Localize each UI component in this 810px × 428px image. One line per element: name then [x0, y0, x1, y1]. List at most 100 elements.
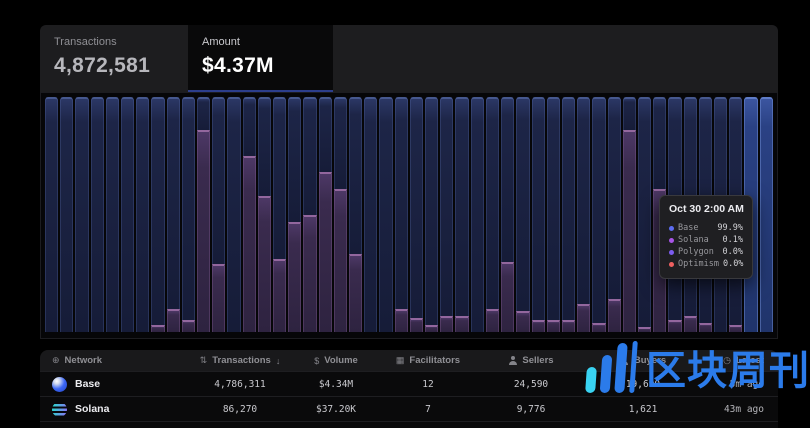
chart-bar[interactable]: [105, 97, 120, 332]
chart-bar[interactable]: [75, 97, 89, 332]
bar-solana-segment: [394, 308, 408, 332]
chart-bar[interactable]: [592, 97, 606, 332]
bar-base-segment: [151, 97, 165, 325]
bar-solana-segment: [501, 261, 515, 332]
chart-bar[interactable]: [531, 97, 545, 332]
chart-bar[interactable]: [333, 97, 348, 332]
chart-bars: [45, 97, 773, 332]
bar-solana-segment: [212, 263, 226, 332]
chart-bar[interactable]: [379, 97, 393, 332]
chart-bar[interactable]: [273, 97, 287, 332]
chart-bar[interactable]: [166, 97, 180, 332]
tooltip-series-name: Base: [678, 223, 699, 233]
bar-base-segment: [409, 97, 424, 318]
bar-solana-segment: [546, 320, 560, 332]
bar-solana-segment: [577, 303, 591, 332]
bar-base-segment: [592, 97, 606, 323]
chart-tooltip: Oct 30 2:00 AM Base 99.9% Solana 0.1% Polygo…: [659, 195, 753, 279]
chart-bar[interactable]: [90, 97, 104, 332]
chart-bar[interactable]: [546, 97, 560, 332]
chart-bar[interactable]: [759, 97, 773, 332]
chart-bar[interactable]: [151, 97, 165, 332]
tooltip-series-name: Optimism: [678, 259, 719, 269]
bar-solana-segment: [288, 221, 302, 332]
chart-bar[interactable]: [637, 97, 652, 332]
column-header-sellers[interactable]: Sellers: [476, 355, 586, 366]
transactions-value: 4,872,581: [54, 54, 151, 77]
chart-bar[interactable]: [470, 97, 484, 332]
bar-base-segment: [425, 97, 439, 325]
column-header-latest[interactable]: ◷ Latest: [700, 355, 778, 366]
bar-base-segment: [212, 97, 226, 264]
bar-base-segment: [379, 97, 393, 332]
tooltip-series-name: Solana: [678, 235, 709, 245]
chart-bar[interactable]: [257, 97, 272, 332]
bar-base-segment: [531, 97, 545, 321]
bar-base-segment: [90, 97, 104, 332]
transactions-value: 4,786,311: [214, 378, 266, 390]
chart-bar[interactable]: [516, 97, 530, 332]
chart-bar[interactable]: [288, 97, 302, 332]
column-header-transactions[interactable]: ⇅ Transactions ↓: [188, 355, 292, 366]
solana-dot-icon: [669, 237, 674, 243]
column-header-buyers[interactable]: Buyers: [586, 355, 700, 366]
bar-base-segment: [318, 97, 332, 173]
buyers-value: 19,690: [625, 378, 661, 390]
column-header-facilitators[interactable]: ▦ Facilitators: [380, 355, 476, 366]
transactions-label: Transactions: [54, 36, 117, 48]
chart-bar[interactable]: [455, 97, 469, 332]
chart-bar[interactable]: [45, 97, 59, 332]
bar-base-segment: [197, 97, 211, 130]
chart-bar[interactable]: [577, 97, 591, 332]
chart-bar[interactable]: [349, 97, 363, 332]
chart-bar[interactable]: [303, 97, 317, 332]
chart-bar[interactable]: [394, 97, 408, 332]
chart-bar[interactable]: [181, 97, 196, 332]
chart-bar[interactable]: [561, 97, 576, 332]
chart-bar[interactable]: [622, 97, 636, 332]
column-header-volume[interactable]: $ Volume: [292, 355, 380, 366]
bar-solana-segment: [622, 129, 636, 332]
chart-bar[interactable]: [227, 97, 241, 332]
column-header-label: Facilitators: [409, 355, 461, 366]
table-header-row: ⊕ Network ⇅ Transactions ↓ $ Volume ▦ Facilitato…: [40, 350, 778, 371]
tab-amount[interactable]: Amount $4.37M: [188, 25, 333, 92]
clock-icon: ◷: [723, 355, 732, 365]
chart-bar[interactable]: [607, 97, 621, 332]
sort-direction-icon: ↓: [275, 355, 281, 366]
chart-bar[interactable]: [409, 97, 424, 332]
column-header-label: Transactions: [212, 355, 271, 366]
bar-solana-segment: [637, 327, 652, 332]
bar-base-segment: [45, 97, 59, 332]
amount-label: Amount: [202, 36, 240, 48]
bar-solana-segment: [592, 322, 606, 332]
column-header-label: Volume: [324, 355, 358, 366]
bar-base-segment: [121, 97, 135, 332]
chart-bar[interactable]: [212, 97, 226, 332]
bar-solana-segment: [531, 320, 545, 332]
chart-bar[interactable]: [121, 97, 135, 332]
amount-value: $4.37M: [202, 54, 274, 77]
chart-bar[interactable]: [440, 97, 454, 332]
bar-base-segment: [455, 97, 469, 316]
chart-bar[interactable]: [501, 97, 515, 332]
chart-bar[interactable]: [485, 97, 500, 332]
chart-bar[interactable]: [364, 97, 378, 332]
bar-solana-segment: [197, 129, 211, 332]
bar-base-segment: [622, 97, 636, 130]
column-header-network[interactable]: ⊕ Network: [40, 355, 188, 366]
base-dot-icon: [669, 225, 674, 231]
tab-transactions[interactable]: Transactions 4,872,581: [40, 25, 188, 92]
chart-bar[interactable]: [242, 97, 256, 332]
chart-bar[interactable]: [136, 97, 150, 332]
sellers-value: 9,776: [516, 403, 546, 415]
chart-bar[interactable]: [60, 97, 74, 332]
volume-value: $37.20K: [315, 403, 357, 415]
chart-bar[interactable]: [197, 97, 211, 332]
table-row-solana[interactable]: Solana 86,270 $37.20K 7 9,776 1,621 43m ago: [40, 396, 778, 421]
table-row-base[interactable]: Base 4,786,311 $4.34M 12 24,590 19,690 5m ago: [40, 371, 778, 396]
bar-base-segment: [653, 97, 667, 189]
chart-bar[interactable]: [425, 97, 439, 332]
chart-bar[interactable]: [318, 97, 332, 332]
